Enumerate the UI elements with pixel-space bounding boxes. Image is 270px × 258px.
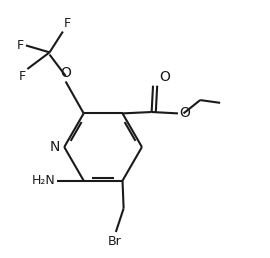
- Text: O: O: [60, 66, 71, 80]
- Text: N: N: [49, 140, 60, 154]
- Text: H₂N: H₂N: [31, 174, 55, 187]
- Text: F: F: [64, 17, 71, 30]
- Text: F: F: [19, 70, 26, 83]
- Text: F: F: [17, 39, 24, 52]
- Text: O: O: [180, 106, 191, 120]
- Text: O: O: [159, 70, 170, 84]
- Text: Br: Br: [108, 235, 122, 248]
